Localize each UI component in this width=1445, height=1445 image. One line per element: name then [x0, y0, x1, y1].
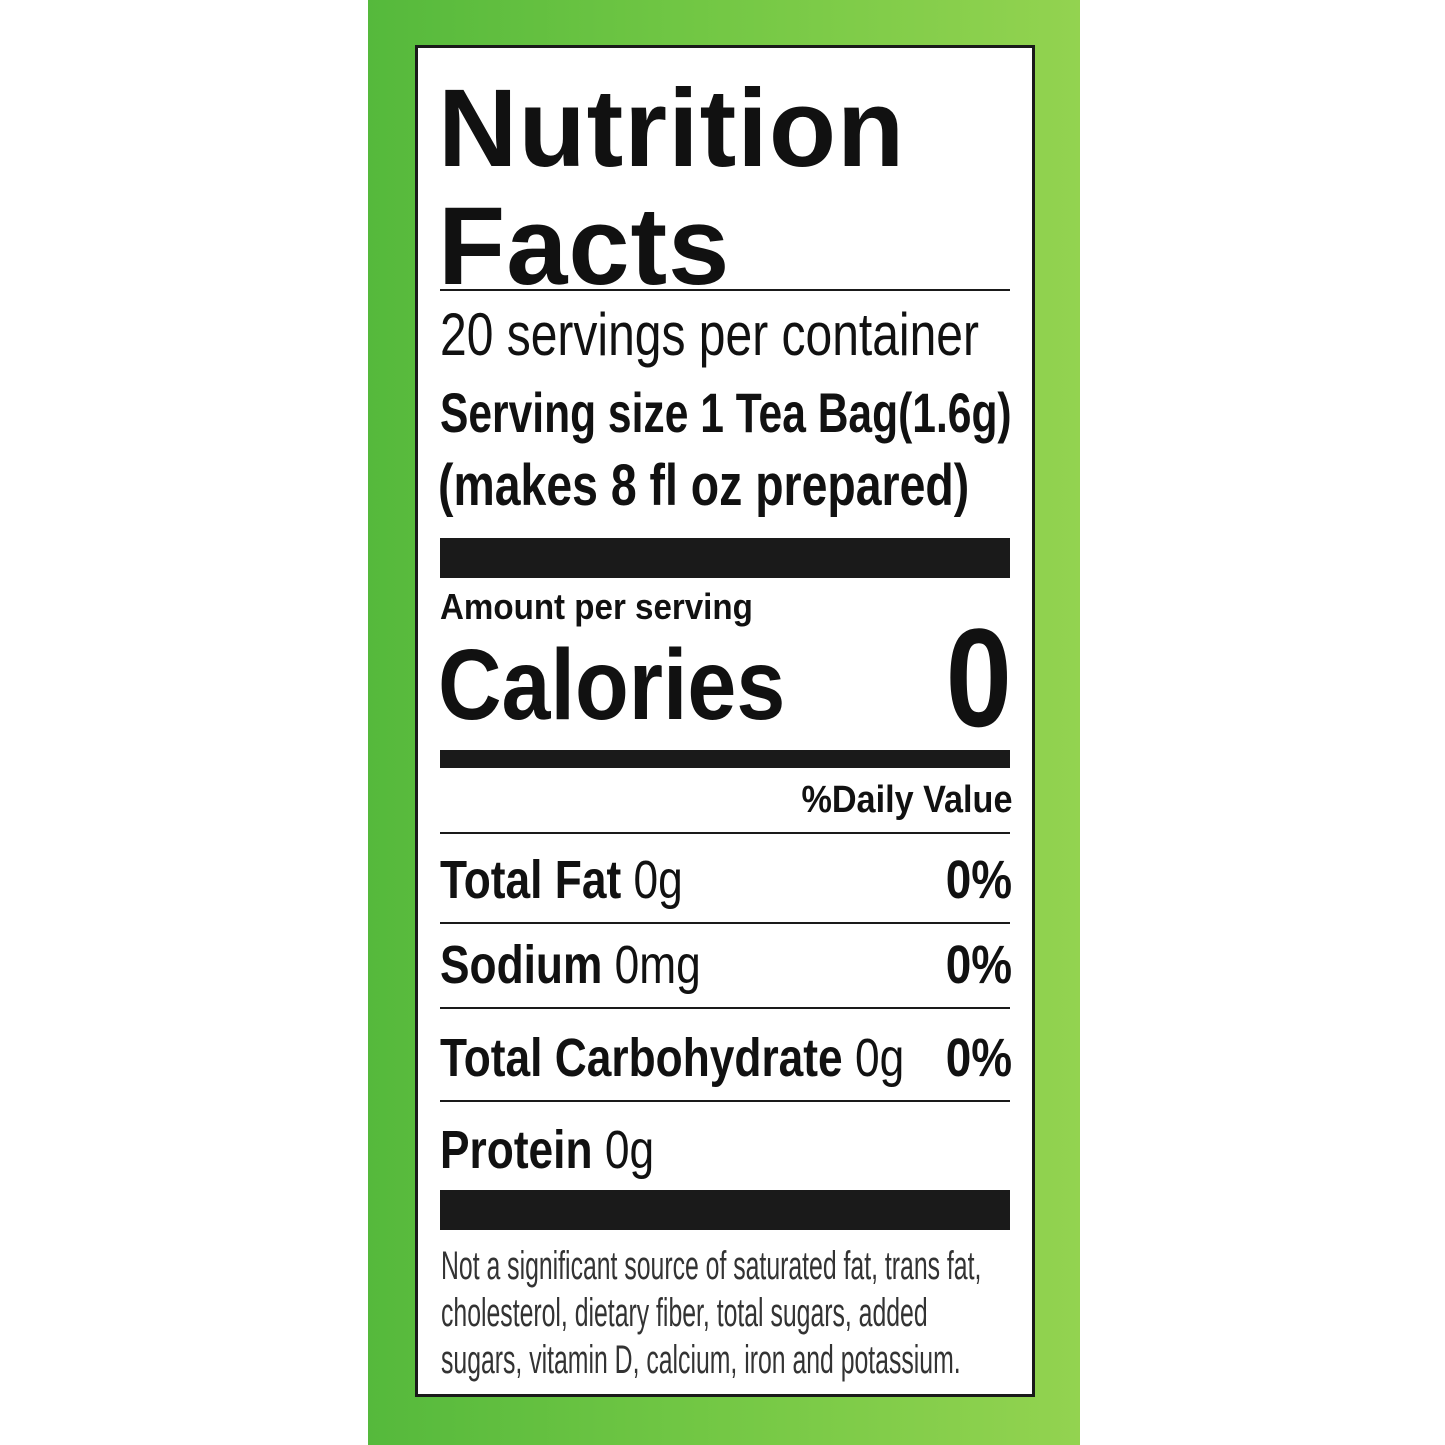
calories-value: 0: [934, 608, 1012, 748]
thick-bar: [440, 1190, 1010, 1230]
nutrient-row: Sodium 0mg: [440, 933, 758, 997]
prepared-text: (makes 8 fl oz prepared): [438, 453, 970, 518]
nutrient-name: Protein: [440, 1120, 593, 1180]
footnote-line: cholesterol, dietary fiber, total sugars…: [441, 1290, 1226, 1336]
daily-value-text: %Daily Value: [800, 779, 1012, 821]
nutrient-row: Total Fat 0g: [440, 848, 736, 912]
nutrient-name: Sodium: [440, 935, 603, 995]
servings: 20 servings per container: [440, 300, 1114, 370]
nutrient-dv-text: 0%: [945, 850, 1012, 910]
label-box: [415, 45, 1035, 1397]
rule: [440, 832, 1010, 834]
nutrient-row: Protein 0g: [440, 1118, 701, 1182]
rule: [440, 289, 1010, 291]
servings-text: 20 servings per container: [440, 301, 979, 368]
calories-value-text: 0: [945, 599, 1012, 756]
calories-label-text: Calories: [438, 629, 786, 741]
nutrient-dv-text: 0%: [945, 1028, 1012, 1088]
footnote-line: sugars, vitamin D, calcium, iron and pot…: [441, 1337, 1279, 1383]
nutrient-dv: 0%: [934, 848, 1012, 912]
nutrient-amount: 0g: [854, 1028, 905, 1088]
nutrient-dv-text: 0%: [945, 935, 1012, 995]
daily-value-header: %Daily Value: [778, 778, 1012, 822]
amount-per-serving: Amount per serving: [440, 586, 780, 628]
serving-size: Serving size 1 Tea Bag(1.6g): [440, 380, 1192, 446]
nutrient-row: Total Carbohydrate 0g: [440, 1026, 1006, 1090]
nutrient-name: Total Carbohydrate: [440, 1028, 843, 1088]
prepared: (makes 8 fl oz prepared): [438, 452, 1102, 520]
nutrient-text: Total Fat 0g: [440, 848, 683, 912]
nutrient-name: Total Fat: [440, 850, 622, 910]
label-title: Nutrition Facts: [438, 67, 906, 308]
rule: [440, 1100, 1010, 1102]
rule: [440, 1007, 1010, 1009]
footnote-line: Not a significant source of saturated fa…: [441, 1243, 1313, 1289]
nutrient-text: Total Carbohydrate 0g: [440, 1026, 904, 1090]
calories-label: Calories: [438, 630, 833, 740]
nutrient-dv: 0%: [934, 1026, 1012, 1090]
serving-size-text: Serving size 1 Tea Bag(1.6g): [440, 381, 1012, 444]
medium-bar: [440, 750, 1010, 768]
amount-text: Amount per serving: [440, 586, 753, 627]
nutrient-amount: 0g: [633, 850, 683, 910]
footnote-text: cholesterol, dietary fiber, total sugars…: [441, 1291, 928, 1335]
nutrient-amount: 0mg: [614, 935, 701, 995]
nutrient-text: Protein 0g: [440, 1118, 654, 1182]
nutrient-text: Sodium 0mg: [440, 933, 701, 997]
footnote-text: sugars, vitamin D, calcium, iron and pot…: [441, 1338, 961, 1382]
rule: [440, 922, 1010, 924]
nutrient-dv: 0%: [934, 933, 1012, 997]
footnote-text: Not a significant source of saturated fa…: [441, 1244, 982, 1288]
thick-bar: [440, 538, 1010, 578]
nutrient-amount: 0g: [604, 1120, 655, 1180]
